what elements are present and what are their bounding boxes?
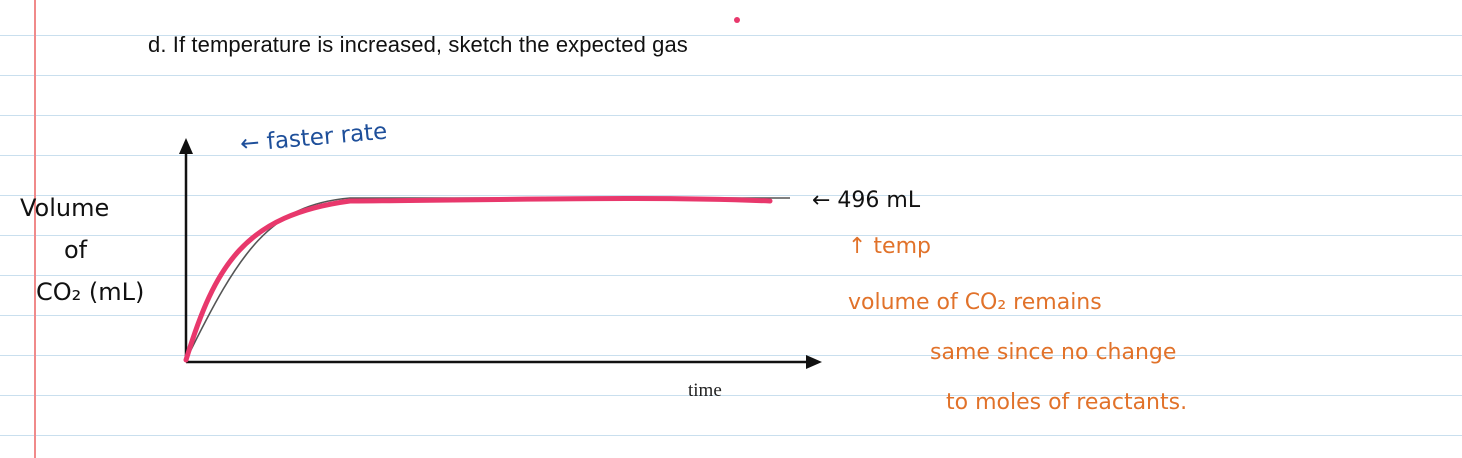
y-axis-label-line2: of	[64, 236, 88, 264]
explanation-line1: volume of CO₂ remains	[848, 290, 1102, 315]
explanation-line3: to moles of reactants.	[946, 390, 1188, 415]
explanation-line2: same since no change	[930, 340, 1177, 365]
question-text: d. If temperature is increased, sketch t…	[148, 32, 688, 57]
y-axis-label-line1: Volume	[20, 194, 110, 222]
x-axis-label: time	[688, 380, 722, 401]
sketched-curve	[183, 196, 773, 363]
y-axis-label-line3: CO₂ (mL)	[36, 278, 145, 306]
pink-dot	[734, 17, 740, 23]
final-volume-annotation: ← 496 mL	[812, 188, 921, 213]
temp-annotation: ↑ temp	[848, 234, 931, 259]
original-curve	[185, 197, 790, 361]
x-axis-arrow	[806, 355, 822, 369]
y-axis-arrow	[179, 138, 193, 154]
margin-line	[34, 0, 36, 458]
